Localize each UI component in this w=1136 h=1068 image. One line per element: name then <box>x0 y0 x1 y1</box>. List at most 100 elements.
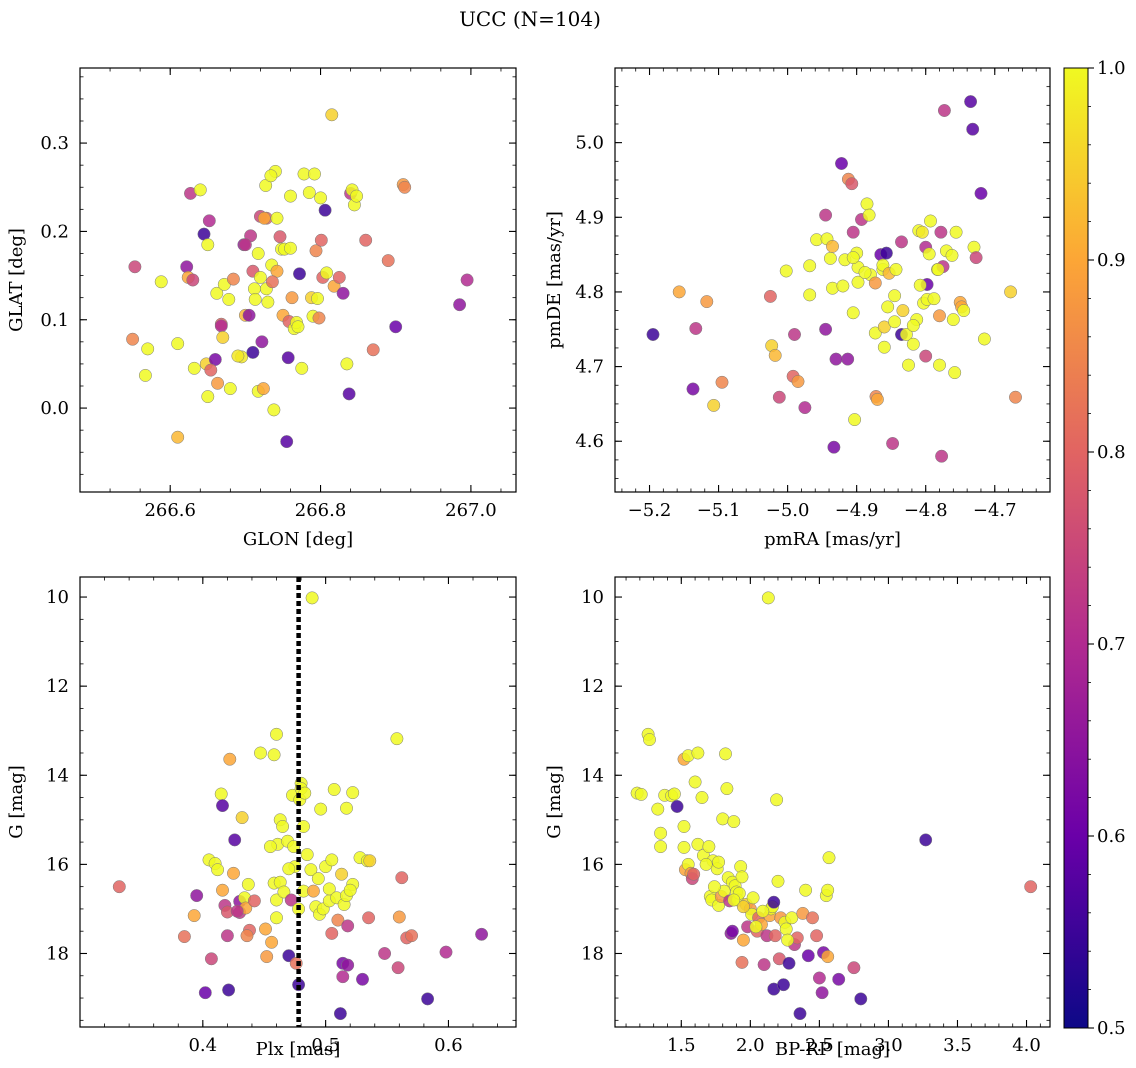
data-point <box>695 791 709 804</box>
data-point <box>727 893 741 907</box>
data-point <box>187 909 201 923</box>
data-point <box>677 840 691 854</box>
data-point <box>823 251 837 265</box>
data-point <box>381 254 395 268</box>
data-point <box>270 911 283 925</box>
data-point <box>841 352 855 366</box>
data-point <box>318 203 332 217</box>
data-point <box>267 403 281 417</box>
data-point <box>777 978 790 992</box>
data-point <box>421 992 435 1006</box>
data-point <box>686 382 700 396</box>
panel-proper-motion: −5.2 −5.1 −5.0 −4.9 −4.8 −4.7 4.6 4.7 4.8 4.9 5.0 p… <box>544 67 1051 550</box>
colorbar-tick-label: 1.0 <box>1097 58 1126 79</box>
x-axis-label: pmRA [mas/yr] <box>764 529 901 550</box>
data-point <box>719 747 732 761</box>
data-point <box>827 440 841 454</box>
data-point <box>779 264 793 278</box>
data-point <box>277 885 291 899</box>
data-point <box>395 871 409 885</box>
x-tick-label: −5.2 <box>628 500 672 521</box>
data-point <box>314 191 328 205</box>
data-point <box>691 746 705 760</box>
data-point <box>899 328 913 341</box>
data-point <box>138 368 152 382</box>
data-point <box>782 956 796 970</box>
y-tick-label: 0.3 <box>40 133 69 154</box>
data-point <box>858 266 872 279</box>
data-point <box>154 275 168 289</box>
data-point <box>214 787 228 801</box>
data-point <box>707 880 721 894</box>
data-point <box>314 802 328 816</box>
data-point <box>475 927 489 941</box>
y-tick-label: 14 <box>581 765 604 786</box>
data-point <box>126 332 140 346</box>
data-point <box>177 930 191 944</box>
data-point <box>270 893 283 907</box>
data-point <box>284 241 297 255</box>
data-point <box>246 345 260 359</box>
data-point <box>439 945 453 959</box>
data-point <box>881 300 895 314</box>
data-point <box>772 390 786 404</box>
data-point <box>320 266 334 280</box>
data-point <box>715 375 729 389</box>
data-point <box>651 802 665 816</box>
data-point <box>763 289 777 303</box>
data-point <box>847 961 861 975</box>
data-point <box>862 208 876 222</box>
x-axis-label: BP-RP [mag] <box>775 1039 890 1060</box>
x-tick-label: 3.5 <box>943 1035 972 1056</box>
data-point <box>241 877 255 891</box>
data-point <box>265 935 279 949</box>
x-tick-label: 2.5 <box>805 1035 834 1056</box>
data-point <box>257 211 271 225</box>
data-point <box>222 292 236 306</box>
data-point <box>826 239 839 253</box>
data-point <box>263 840 277 854</box>
data-point <box>201 238 215 252</box>
data-point <box>270 727 283 741</box>
data-point <box>643 733 656 747</box>
data-point <box>761 591 775 605</box>
data-point <box>223 752 237 766</box>
data-point <box>868 276 882 290</box>
data-point <box>362 911 376 925</box>
data-point <box>210 286 224 300</box>
y-axis-label: pmDE [mas/yr] <box>544 211 565 349</box>
data-point <box>793 1007 807 1021</box>
data-point <box>311 292 324 305</box>
data-point <box>390 732 404 746</box>
data-point <box>832 972 846 986</box>
data-point <box>806 911 819 925</box>
data-point <box>186 273 200 287</box>
data-point <box>204 952 218 966</box>
data-point <box>868 326 882 340</box>
x-axis-label: GLON [deg] <box>243 529 353 550</box>
data-point <box>222 983 236 997</box>
panel-parallax-magnitude: 0.4 0.5 0.6 10 12 14 16 18 Plx [mas] G [mag] <box>6 576 517 1060</box>
data-point <box>293 267 306 281</box>
data-point <box>346 786 360 800</box>
data-point <box>405 929 419 943</box>
data-point <box>350 189 364 203</box>
data-point <box>359 233 373 247</box>
data-point <box>946 313 960 327</box>
data-point <box>781 933 795 947</box>
data-point <box>311 872 325 886</box>
data-point <box>846 225 860 239</box>
data-point <box>749 920 763 934</box>
data-point <box>1024 880 1038 894</box>
data-point <box>285 291 299 305</box>
data-point <box>343 883 357 897</box>
x-axis-label: Plx [mas] <box>256 1039 341 1060</box>
data-point <box>969 251 983 265</box>
data-point <box>289 956 303 970</box>
data-point <box>937 104 951 117</box>
data-point <box>848 413 862 427</box>
data-point <box>336 970 350 984</box>
data-point <box>957 304 971 318</box>
y-axis-label: G [mag] <box>6 765 27 838</box>
data-point <box>933 358 946 372</box>
